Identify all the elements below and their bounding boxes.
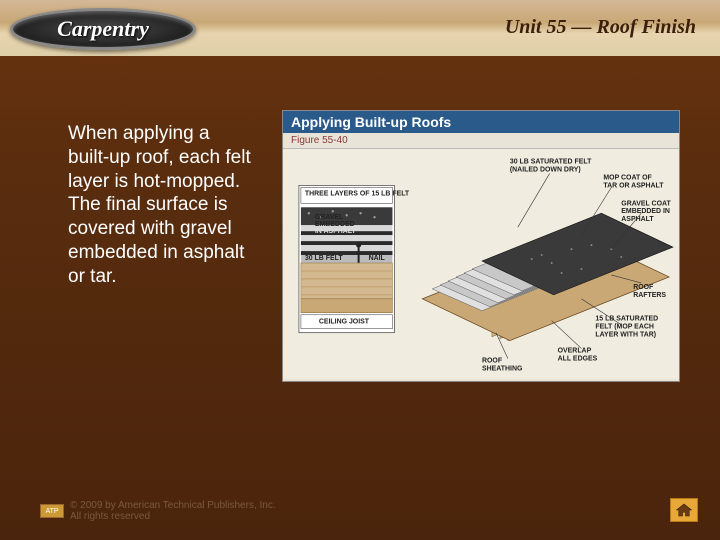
home-icon (675, 502, 693, 518)
label-rafters: ROOFRAFTERS (633, 284, 666, 299)
copyright-text: © 2009 by American Technical Publishers,… (70, 500, 276, 522)
footer: ATP © 2009 by American Technical Publish… (40, 500, 276, 522)
unit-title: Unit 55 — Roof Finish (505, 16, 696, 39)
logo-oval: Carpentry (10, 8, 196, 50)
figure-title: Applying Built-up Roofs (283, 111, 679, 133)
content-area: When applying a built‑up roof, each felt… (0, 110, 720, 490)
label-mop: MOP COAT OFTAR OR ASPHALT (603, 174, 664, 189)
label-ceiling-joist: CEILING JOIST (319, 319, 370, 326)
roof-diagram: THREE LAYERS OF 15 LB FELT GRAVELEMBEDDE… (283, 149, 679, 379)
label-overlap: OVERLAPALL EDGES (558, 348, 598, 363)
figure-number: Figure 55-40 (283, 133, 679, 149)
home-button[interactable] (670, 498, 698, 522)
label-30lb-felt: 30 LB FELT (305, 255, 343, 262)
label-gravel-coat: GRAVEL COATEMBEDDED INASPHALT (621, 200, 671, 223)
body-text: When applying a built‑up roof, each felt… (68, 122, 258, 288)
figure-stage: THREE LAYERS OF 15 LB FELT GRAVELEMBEDDE… (283, 149, 679, 379)
label-15lb: 15 LB SATURATED FELT (MOP EACH LAYER WIT… (595, 316, 660, 339)
publisher-badge-icon: ATP (40, 504, 64, 518)
logo-text: Carpentry (57, 16, 149, 42)
figure-box: Applying Built-up Roofs Figure 55-40 (282, 110, 680, 382)
label-three-layers: THREE LAYERS OF 15 LB FELT (305, 190, 410, 197)
label-sheathing: ROOFSHEATHING (482, 358, 522, 373)
label-30lb-sat: 30 LB SATURATED FELT (NAILED DOWN DRY) (510, 159, 593, 174)
label-nail: NAIL (369, 255, 386, 262)
header-bar: Carpentry Unit 55 — Roof Finish (0, 0, 720, 56)
